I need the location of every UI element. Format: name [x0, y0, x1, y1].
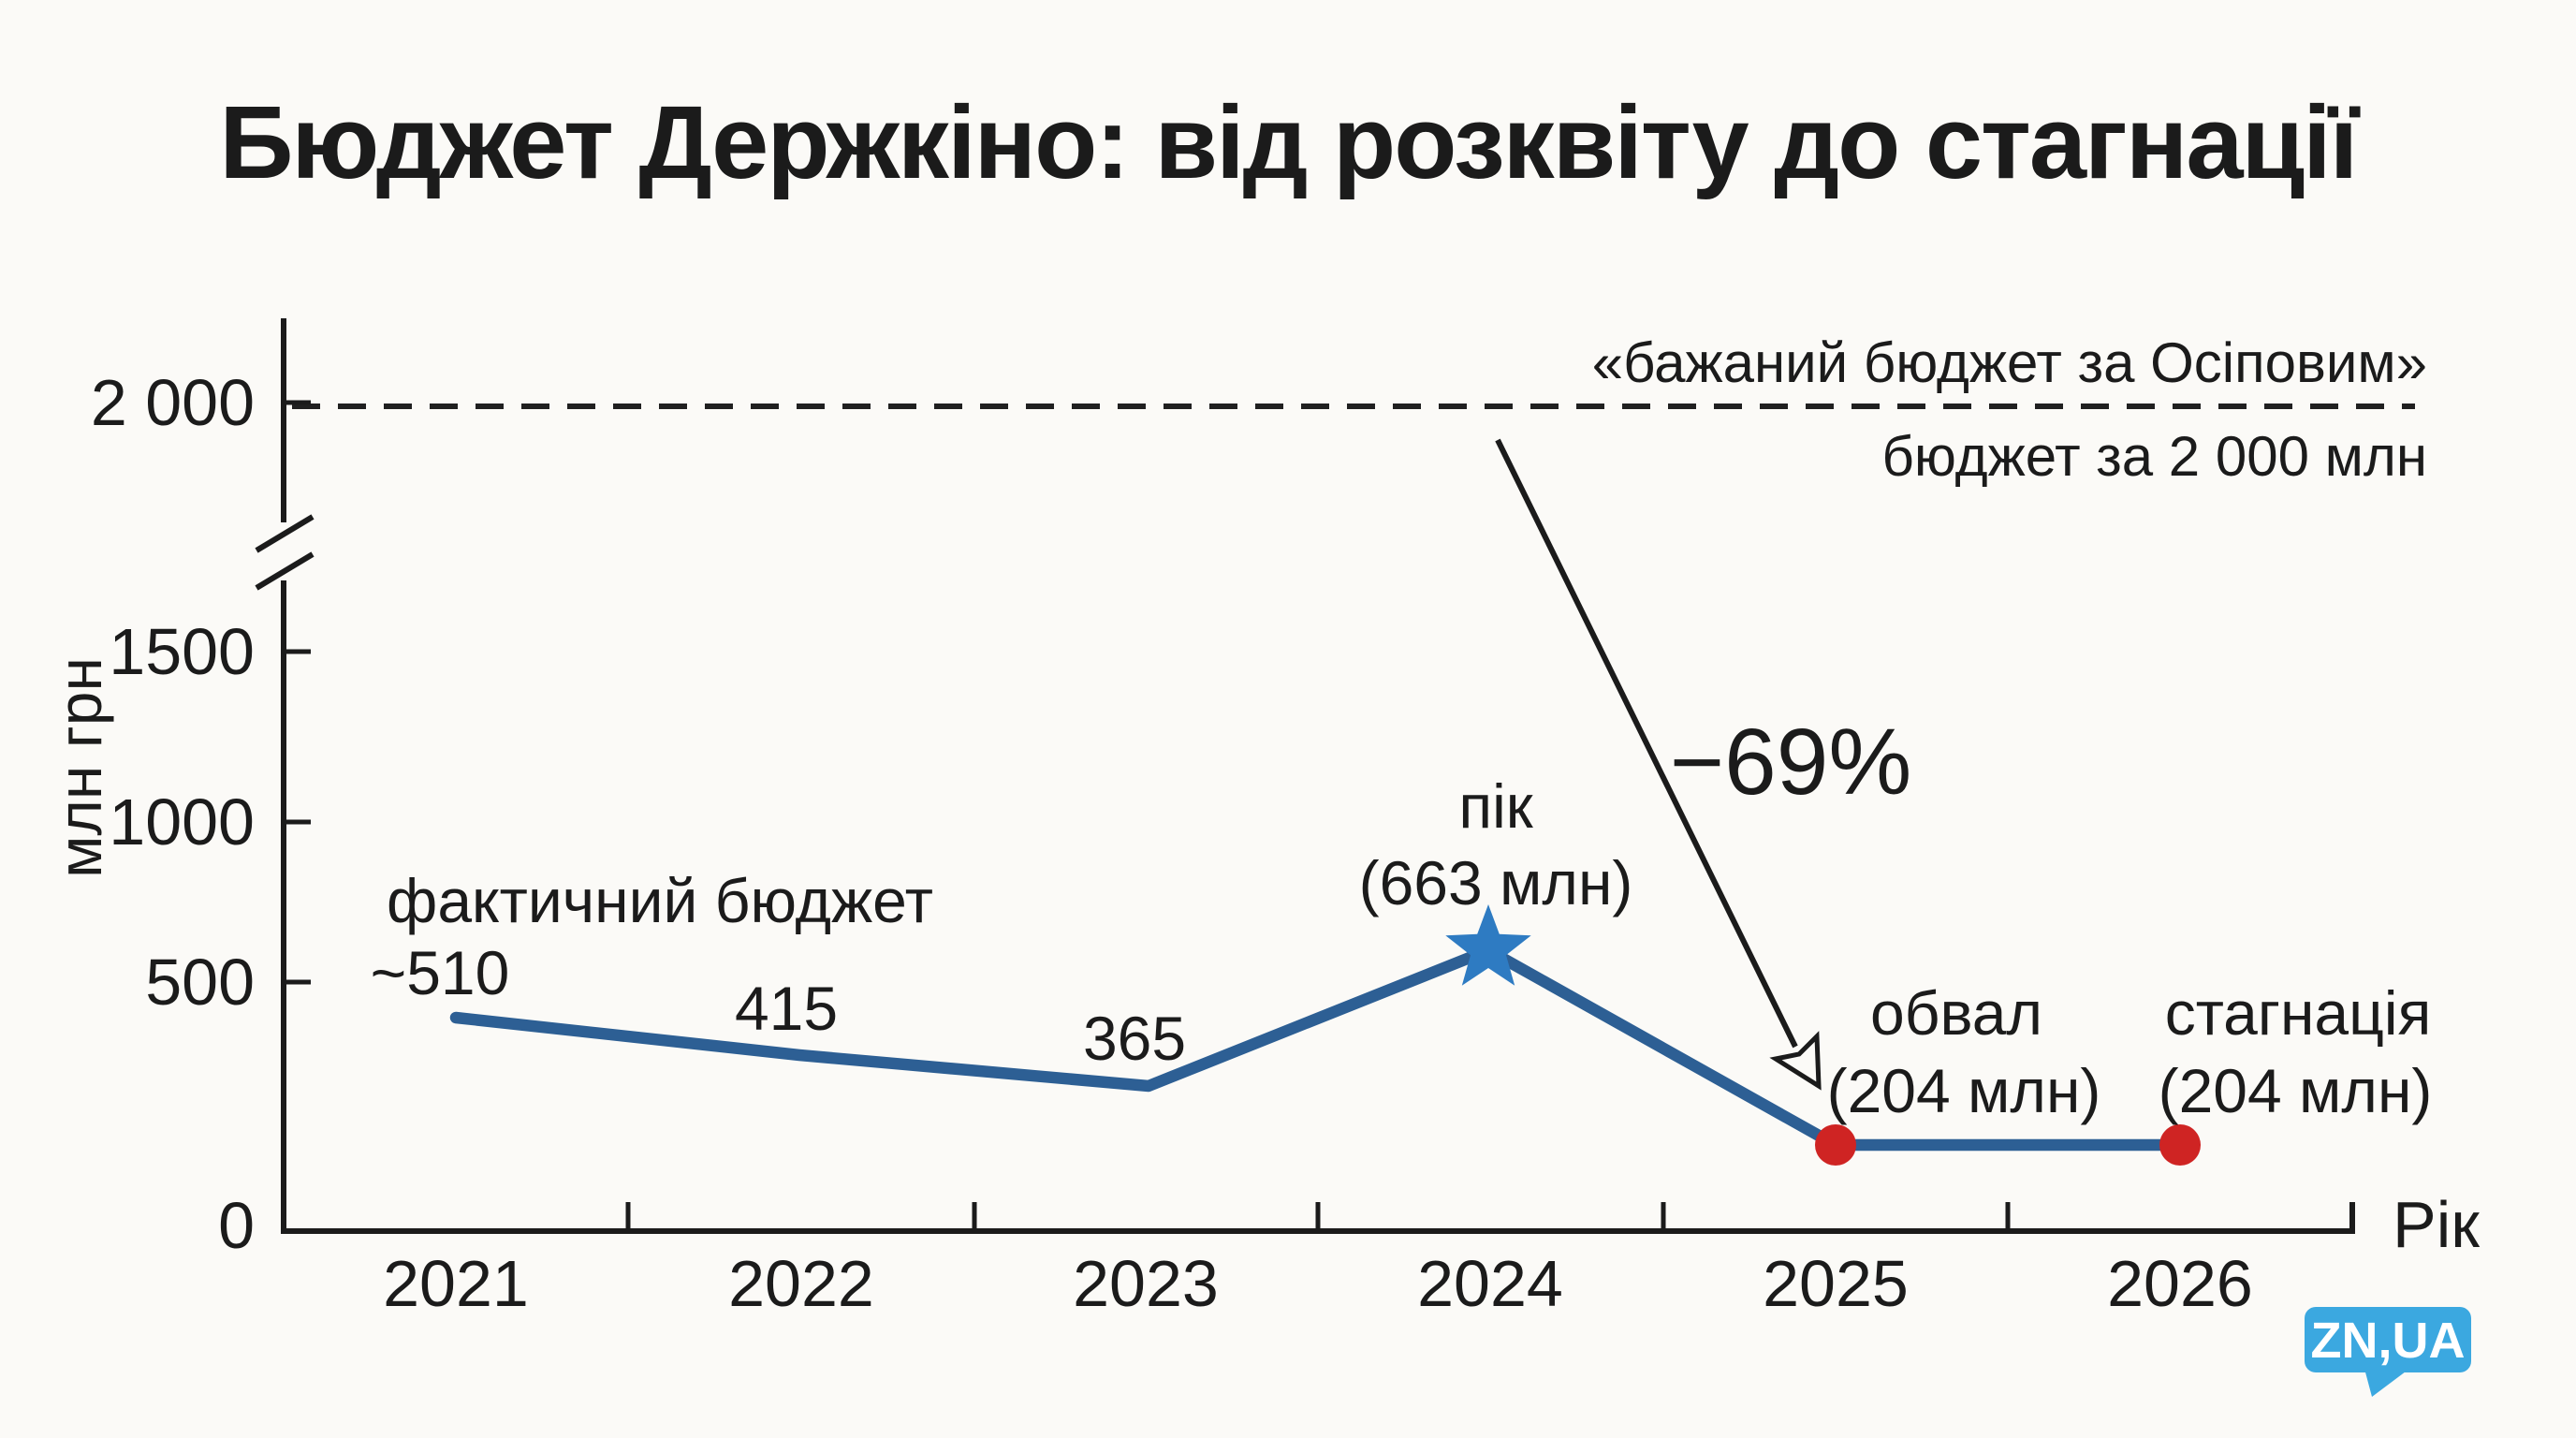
x-tick-label-2026: 2026	[2107, 1247, 2253, 1320]
y-tick-label-2000: 2 000	[91, 366, 255, 439]
crash-label-line2: (204 млн)	[1827, 1056, 2101, 1125]
reference-label-above: «бажаний бюджет за Осіповим»	[1592, 331, 2427, 394]
point-label-2021: ~510	[371, 938, 510, 1007]
peak-label-line2: (663 млн)	[1359, 848, 1633, 917]
x-tick-label-2024: 2024	[1417, 1247, 1563, 1320]
znua-logo-bubble	[2305, 1307, 2471, 1372]
x-tick-label-2025: 2025	[1763, 1247, 1909, 1320]
y-tick-label-1000: 1000	[109, 785, 255, 858]
point-label-2022: 415	[735, 974, 838, 1043]
y-axis-title: млн грн	[45, 657, 114, 878]
axis-break-slash-2	[255, 551, 315, 591]
stagnation-label-line1: стагнація	[2165, 978, 2432, 1048]
crash-label-line1: обвал	[1870, 978, 2042, 1048]
x-tick-label-2023: 2023	[1073, 1247, 1219, 1320]
drop-percent-label: −69%	[1670, 710, 1912, 814]
y-tick-label-500: 500	[145, 946, 255, 1019]
znua-logo-tail	[2364, 1369, 2409, 1397]
drop-arrow-shaft	[1495, 438, 1798, 1049]
crash-dot-marker	[1815, 1124, 1856, 1166]
chart-title: Бюджет Держкіно: від розквіту до стагнац…	[219, 85, 2360, 200]
stagnation-dot-marker	[2159, 1124, 2201, 1166]
y-tick-label-1500: 1500	[109, 615, 255, 688]
series-label: фактичний бюджет	[387, 866, 933, 935]
znua-logo-text: ZN,UA	[2311, 1313, 2466, 1369]
x-tick-label-2022: 2022	[728, 1247, 874, 1320]
peak-star-marker	[1445, 904, 1531, 986]
drop-arrow-head-icon	[1769, 1031, 1822, 1091]
point-label-2023: 365	[1083, 1004, 1186, 1073]
axis-break-slash-1	[255, 514, 315, 553]
peak-label-line1: пік	[1458, 771, 1533, 841]
znua-logo: ZN,UA	[2305, 1307, 2471, 1397]
y-tick-label-0: 0	[218, 1189, 255, 1262]
reference-label-below: бюджет за 2 000 млн	[1882, 425, 2427, 488]
x-axis-title: Рік	[2393, 1188, 2480, 1261]
budget-line-series	[449, 944, 2187, 1152]
stagnation-label-line2: (204 млн)	[2159, 1056, 2433, 1125]
x-tick-label-2021: 2021	[383, 1247, 529, 1320]
